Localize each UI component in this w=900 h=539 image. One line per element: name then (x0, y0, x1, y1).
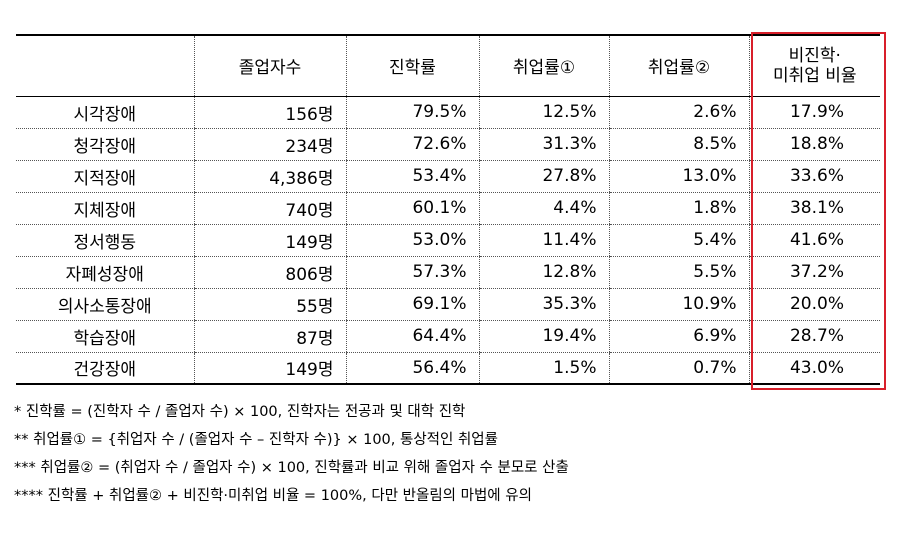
cell-graduates: 55명 (193, 288, 346, 321)
cell-non-advance-unemployed-rate: 38.1% (748, 192, 880, 225)
cell-graduates: 149명 (193, 352, 346, 385)
cell-non-advance-unemployed-rate: 28.7% (748, 320, 880, 353)
cell-employment-rate-1: 27.8% (478, 160, 609, 193)
footnote-advancement-rate: * 진학률 = (진학자 수 / 졸업자 수) × 100, 진학자는 전공과 … (14, 404, 466, 420)
cell-graduates: 4,386명 (193, 160, 346, 193)
table-header-row: 졸업자수 진학률 취업률① 취업률② 비진학· 미취업 비율 (16, 35, 880, 97)
cell-employment-rate-2: 13.0% (608, 160, 749, 193)
cell-advancement-rate: 69.1% (345, 288, 479, 321)
disability-graduate-table: 졸업자수 진학률 취업률① 취업률② 비진학· 미취업 비율 시각장애 156명 7… (16, 34, 880, 385)
row-label: 시각장애 (16, 96, 194, 129)
cell-employment-rate-1: 12.8% (478, 256, 609, 289)
cell-advancement-rate: 56.4% (345, 352, 479, 385)
cell-employment-rate-1: 12.5% (478, 96, 609, 129)
cell-employment-rate-2: 6.9% (608, 320, 749, 353)
header-graduates: 졸업자수 (193, 35, 346, 97)
cell-non-advance-unemployed-rate: 20.0% (748, 288, 880, 321)
row-label: 정서행동 (16, 224, 194, 257)
table-row: 학습장애 87명 64.4% 19.4% 6.9% 28.7% (16, 320, 880, 353)
header-employment-rate-1: 취업률① (478, 35, 609, 97)
cell-employment-rate-2: 8.5% (608, 128, 749, 161)
table-row: 정서행동 149명 53.0% 11.4% 5.4% 41.6% (16, 224, 880, 257)
cell-employment-rate-2: 1.8% (608, 192, 749, 225)
cell-non-advance-unemployed-rate: 43.0% (748, 352, 880, 385)
cell-advancement-rate: 53.0% (345, 224, 479, 257)
table-row: 청각장애 234명 72.6% 31.3% 8.5% 18.8% (16, 128, 880, 161)
table-row: 자폐성장애 806명 57.3% 12.8% 5.5% 37.2% (16, 256, 880, 289)
cell-advancement-rate: 72.6% (345, 128, 479, 161)
cell-non-advance-unemployed-rate: 37.2% (748, 256, 880, 289)
header-advancement-rate: 진학률 (345, 35, 479, 97)
header-category (16, 35, 194, 97)
row-label: 지체장애 (16, 192, 194, 225)
table-body: 시각장애 156명 79.5% 12.5% 2.6% 17.9% 청각장애 234명 72.6%… (16, 96, 880, 385)
footnotes: * 진학률 = (진학자 수 / 졸업자 수) × 100, 진학자는 전공과 … (14, 398, 569, 510)
cell-employment-rate-2: 2.6% (608, 96, 749, 129)
cell-advancement-rate: 64.4% (345, 320, 479, 353)
cell-graduates: 156명 (193, 96, 346, 129)
cell-employment-rate-1: 4.4% (478, 192, 609, 225)
table-row: 지적장애 4,386명 53.4% 27.8% 13.0% 33.6% (16, 160, 880, 193)
footnote-employment-rate-2: *** 취업률② = (취업자 수 / 졸업자 수) × 100, 진학률과 비… (14, 460, 569, 476)
cell-non-advance-unemployed-rate: 41.6% (748, 224, 880, 257)
table-row: 지체장애 740명 60.1% 4.4% 1.8% 38.1% (16, 192, 880, 225)
row-label: 자폐성장애 (16, 256, 194, 289)
footnote-employment-rate-1: ** 취업률① = {취업자 수 / (졸업자 수 – 진학자 수)} × 10… (14, 432, 498, 448)
row-label: 학습장애 (16, 320, 194, 353)
cell-graduates: 149명 (193, 224, 346, 257)
cell-employment-rate-1: 11.4% (478, 224, 609, 257)
header-non-advance-unemployed-rate: 비진학· 미취업 비율 (748, 35, 880, 97)
row-label: 의사소통장애 (16, 288, 194, 321)
cell-employment-rate-1: 1.5% (478, 352, 609, 385)
cell-employment-rate-1: 35.3% (478, 288, 609, 321)
cell-graduates: 740명 (193, 192, 346, 225)
cell-non-advance-unemployed-rate: 18.8% (748, 128, 880, 161)
table-row: 시각장애 156명 79.5% 12.5% 2.6% 17.9% (16, 96, 880, 129)
header-non-advance-line1: 비진학· (788, 45, 841, 66)
cell-employment-rate-2: 5.4% (608, 224, 749, 257)
cell-employment-rate-1: 19.4% (478, 320, 609, 353)
cell-graduates: 234명 (193, 128, 346, 161)
cell-advancement-rate: 57.3% (345, 256, 479, 289)
cell-employment-rate-2: 0.7% (608, 352, 749, 385)
cell-advancement-rate: 79.5% (345, 96, 479, 129)
header-employment-rate-2: 취업률② (608, 35, 749, 97)
table-row: 의사소통장애 55명 69.1% 35.3% 10.9% 20.0% (16, 288, 880, 321)
row-label: 지적장애 (16, 160, 194, 193)
cell-employment-rate-2: 5.5% (608, 256, 749, 289)
cell-employment-rate-1: 31.3% (478, 128, 609, 161)
cell-employment-rate-2: 10.9% (608, 288, 749, 321)
table-row: 건강장애 149명 56.4% 1.5% 0.7% 43.0% (16, 352, 880, 385)
cell-non-advance-unemployed-rate: 33.6% (748, 160, 880, 193)
row-label: 청각장애 (16, 128, 194, 161)
cell-graduates: 806명 (193, 256, 346, 289)
header-non-advance-line2: 미취업 비율 (772, 65, 857, 86)
cell-graduates: 87명 (193, 320, 346, 353)
cell-advancement-rate: 53.4% (345, 160, 479, 193)
footnote-sum-rule: **** 진학률 + 취업률② + 비진학·미취업 비율 = 100%, 다만 … (14, 488, 532, 504)
cell-advancement-rate: 60.1% (345, 192, 479, 225)
row-label: 건강장애 (16, 352, 194, 385)
cell-non-advance-unemployed-rate: 17.9% (748, 96, 880, 129)
